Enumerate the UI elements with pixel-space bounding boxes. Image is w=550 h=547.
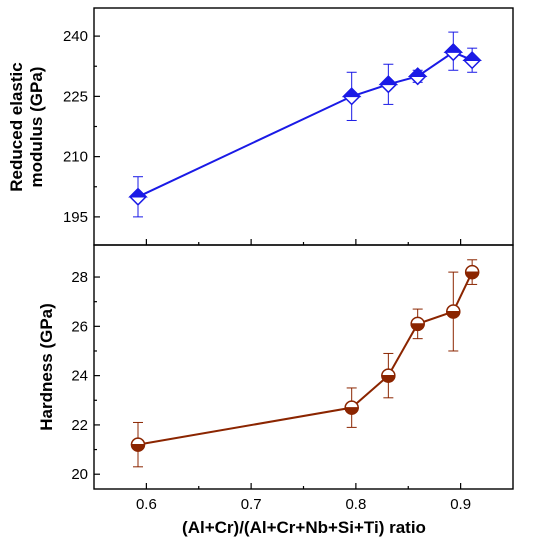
top-ytick-label: 210 [63, 149, 88, 166]
bottom-data-point-fill [381, 375, 396, 383]
top-plot-frame [93, 7, 514, 246]
top-panel: 195 210 225 240 [63, 28, 482, 245]
bottom-ytick-label: 26 [71, 318, 88, 335]
x-axis-label: (Al+Cr)/(Al+Cr+Nb+Si+Ti) ratio [182, 518, 426, 537]
top-data-point-fill [378, 75, 399, 86]
x-tick-label: 0.8 [345, 496, 366, 513]
top-ytick-label: 240 [63, 28, 88, 45]
bottom-ytick-label: 28 [71, 269, 88, 286]
top-ylabel-line-1: Reduced elastic [7, 62, 26, 191]
top-ytick-label: 195 [63, 209, 88, 226]
bottom-data-point-fill [465, 271, 480, 280]
top-ytick-label: 225 [63, 88, 88, 105]
bottom-ytick-label: 22 [71, 417, 88, 434]
bottom-ylabel: Hardness (GPa) [37, 303, 56, 431]
bottom-panel: 20 22 24 26 28 0.6 0.7 0.8 0.9 [71, 259, 480, 513]
x-tick-label: 0.7 [241, 496, 262, 513]
bottom-ytick-label: 24 [71, 368, 88, 385]
bottom-plot-frame [93, 244, 514, 490]
bottom-data-point-fill [130, 444, 146, 452]
x-tick-label: 0.6 [136, 496, 157, 513]
bottom-series-line [137, 271, 474, 446]
bottom-ytick-label: 20 [71, 466, 88, 483]
top-data-point-fill [462, 51, 482, 61]
top-data-point-fill [443, 43, 464, 53]
x-tick-label: 0.9 [450, 496, 471, 513]
top-data-point-fill [407, 67, 428, 78]
bottom-data-point-fill [446, 310, 461, 319]
bottom-data-point-fill [410, 323, 425, 331]
top-data-point-fill [341, 87, 362, 98]
top-data-point-fill [128, 187, 148, 198]
bottom-data-point-fill [344, 407, 359, 415]
top-ylabel-line-2: modulus (GPa) [27, 67, 46, 188]
